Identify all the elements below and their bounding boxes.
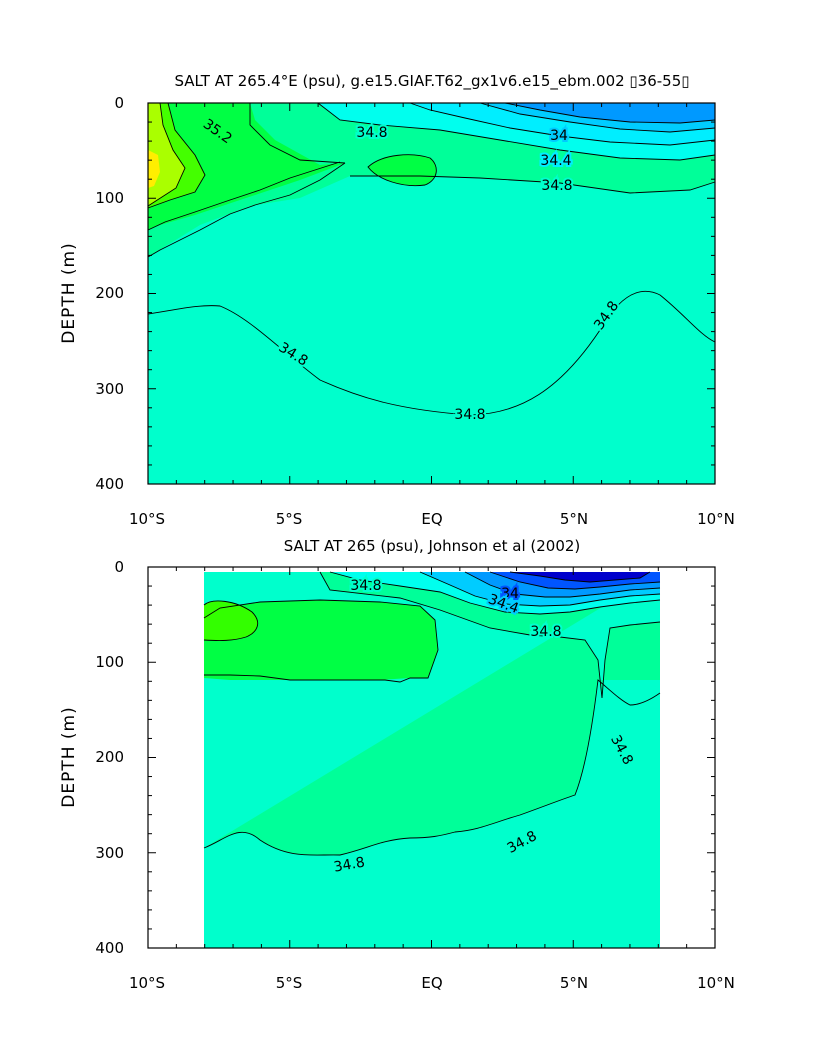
bottom-ticks <box>147 566 716 949</box>
bottom-x-tick-label: 5°S <box>276 974 303 992</box>
top-contour-label: 34.4 <box>540 153 571 169</box>
bottom-panel: SALT AT 265 (psu), Johnson et al (2002) … <box>59 537 735 992</box>
top-fill-36 <box>148 103 185 206</box>
top-fill-352 <box>148 103 345 230</box>
bottom-fill-max <box>204 600 258 641</box>
top-contour-label: 34 <box>550 128 568 144</box>
bottom-y-tick-label: 300 <box>95 844 124 862</box>
bottom-contour-label: 34 <box>501 586 519 602</box>
top-fill-eq-bubble <box>368 154 437 186</box>
top-y-tick-label: 200 <box>95 284 124 302</box>
top-fill-34 <box>505 103 715 123</box>
bottom-contour-lines <box>203 571 661 856</box>
top-y-tick-label: 300 <box>95 380 124 398</box>
top-x-tick-label: 10°S <box>129 510 165 528</box>
top-y-axis-label: DEPTH (m) <box>59 242 79 343</box>
top-contour-label: 34.8 <box>454 407 485 423</box>
bottom-y-axis-label: DEPTH (m) <box>59 706 79 807</box>
top-fill-max <box>148 150 160 188</box>
top-contour-label: 34.8 <box>541 178 572 194</box>
top-panel-title: SALT AT 265.4°E (psu), g.e15.GIAF.T62_gx… <box>174 72 689 91</box>
top-y-tick-label: 400 <box>95 475 124 493</box>
top-contour-label: 34.8 <box>356 125 387 141</box>
top-x-tick-label: 10°N <box>697 510 735 528</box>
bottom-y-tick-label: 400 <box>95 939 124 957</box>
top-ticks <box>147 102 716 485</box>
bottom-x-tick-label: 5°N <box>560 974 588 992</box>
bottom-y-tick-label: 200 <box>95 748 124 766</box>
top-y-tick-label: 0 <box>114 94 124 112</box>
top-x-tick-label: EQ <box>421 510 442 528</box>
bottom-y-tick-label: 0 <box>114 558 124 576</box>
bottom-fill-348 <box>204 572 660 856</box>
top-x-tick-label: 5°S <box>276 510 303 528</box>
top-panel: SALT AT 265.4°E (psu), g.e15.GIAF.T62_gx… <box>59 72 735 528</box>
bottom-y-tick-label: 100 <box>95 653 124 671</box>
bottom-x-tick-label: 10°S <box>129 974 165 992</box>
bottom-x-tick-label: EQ <box>421 974 442 992</box>
bottom-contour-label: 34.8 <box>530 624 561 640</box>
bottom-x-tick-label: 10°N <box>697 974 735 992</box>
bottom-fill-352b <box>204 600 438 680</box>
bottom-fill-min <box>510 572 650 582</box>
top-y-tick-label: 100 <box>95 189 124 207</box>
top-x-tick-label: 5°N <box>560 510 588 528</box>
top-contour-lines <box>147 102 716 416</box>
bottom-panel-title: SALT AT 265 (psu), Johnson et al (2002) <box>284 537 581 555</box>
bottom-contour-label: 34.8 <box>350 578 381 594</box>
